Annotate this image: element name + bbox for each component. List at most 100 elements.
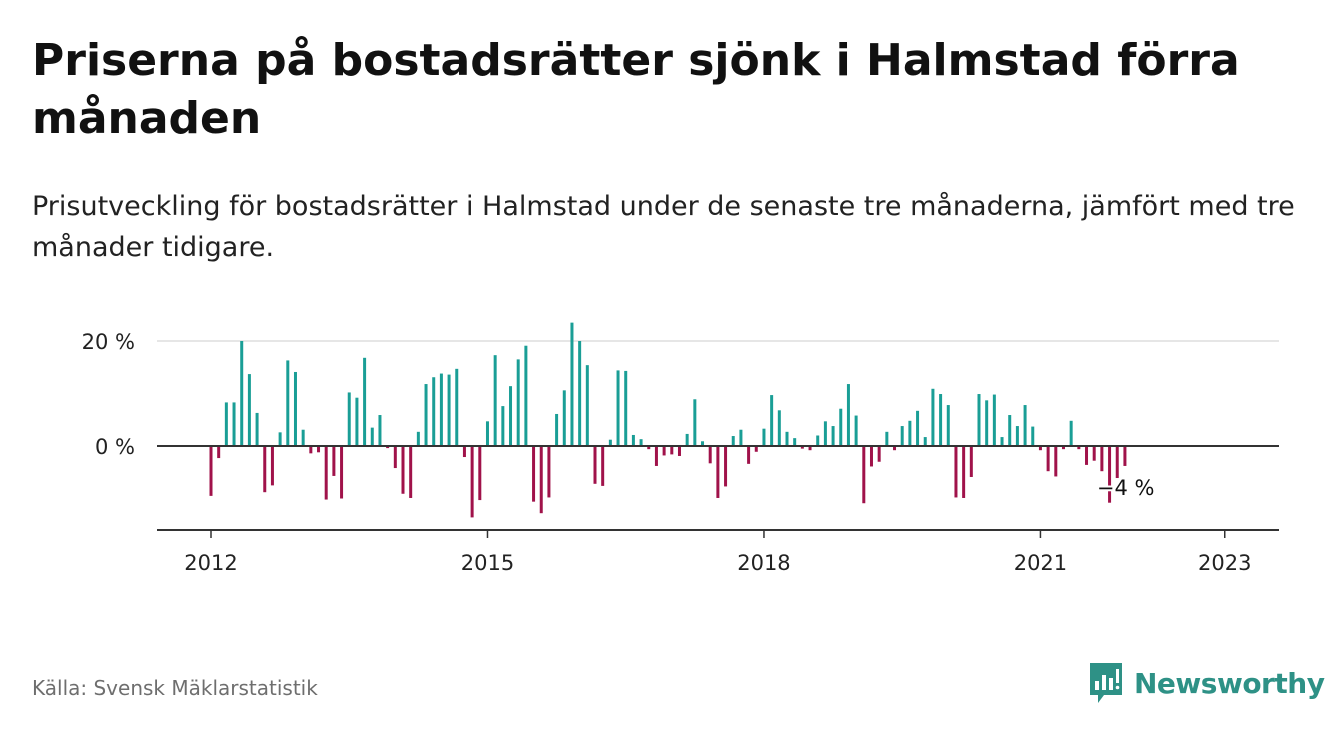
data-bar bbox=[685, 433, 689, 446]
data-bar bbox=[1054, 446, 1058, 477]
data-bar bbox=[432, 377, 436, 446]
data-bar bbox=[516, 359, 520, 447]
data-bar bbox=[386, 446, 390, 449]
data-bar bbox=[332, 446, 336, 476]
label-layer: 0 % 20 % 2012 2015 2018 2021 2023 −4 % bbox=[82, 330, 1252, 575]
axis-layer bbox=[157, 445, 1279, 538]
data-bar bbox=[885, 431, 889, 446]
data-bar bbox=[439, 373, 443, 446]
data-bar bbox=[293, 371, 297, 446]
data-bar bbox=[762, 428, 766, 446]
data-bar bbox=[340, 446, 344, 499]
data-bar bbox=[724, 446, 728, 487]
data-bar bbox=[908, 420, 912, 446]
data-bar bbox=[1061, 446, 1065, 450]
data-bar bbox=[731, 436, 735, 446]
newsworthy-logo-icon bbox=[1090, 663, 1122, 703]
data-bar bbox=[969, 446, 973, 477]
data-bar bbox=[662, 446, 666, 456]
data-bar bbox=[846, 384, 850, 446]
data-bar bbox=[939, 394, 943, 447]
data-bar bbox=[1100, 446, 1104, 472]
data-bar bbox=[378, 415, 382, 447]
data-bar bbox=[977, 394, 981, 447]
data-bar bbox=[739, 429, 743, 446]
data-bar bbox=[217, 446, 221, 459]
data-bar bbox=[562, 390, 566, 446]
data-bar bbox=[869, 446, 873, 467]
data-bar bbox=[286, 360, 290, 446]
data-bar bbox=[954, 446, 958, 498]
x-tick-label: 2021 bbox=[1014, 551, 1067, 575]
data-bar bbox=[923, 437, 927, 446]
data-bar bbox=[470, 446, 474, 518]
data-bar bbox=[255, 412, 259, 446]
data-bar bbox=[240, 341, 244, 446]
x-tick-label: 2012 bbox=[184, 551, 237, 575]
data-bar bbox=[716, 446, 720, 498]
data-bar bbox=[555, 413, 559, 446]
data-bar bbox=[800, 446, 804, 449]
data-bar bbox=[831, 426, 835, 446]
data-bar bbox=[393, 446, 397, 469]
data-bar bbox=[1115, 446, 1119, 479]
data-bar bbox=[524, 345, 528, 446]
data-bar bbox=[754, 446, 758, 452]
brand-logo[interactable]: Newsworthy bbox=[1088, 660, 1325, 706]
data-bar bbox=[1092, 446, 1096, 461]
data-bar bbox=[877, 446, 881, 462]
data-bar bbox=[1023, 405, 1027, 446]
data-bar bbox=[893, 446, 897, 451]
data-bar bbox=[931, 388, 935, 447]
data-bar bbox=[1069, 420, 1073, 446]
data-bar bbox=[608, 439, 612, 446]
data-bar bbox=[624, 370, 628, 446]
data-bar bbox=[816, 435, 820, 446]
data-bar bbox=[278, 432, 282, 446]
data-bar bbox=[631, 434, 635, 446]
data-bar bbox=[224, 402, 228, 446]
x-tick-label: 2015 bbox=[461, 551, 514, 575]
data-bar bbox=[547, 446, 551, 498]
data-bar bbox=[539, 446, 543, 514]
data-bar bbox=[424, 384, 428, 446]
data-bar bbox=[1085, 446, 1089, 465]
data-bar bbox=[823, 421, 827, 447]
data-bar bbox=[232, 402, 236, 446]
data-bar bbox=[570, 322, 574, 447]
data-bar bbox=[455, 368, 459, 446]
data-bar bbox=[347, 392, 351, 446]
data-bar bbox=[854, 415, 858, 446]
data-bar bbox=[639, 439, 643, 447]
source-note: Källa: Svensk Mäklarstatistik bbox=[32, 676, 318, 700]
data-bar bbox=[509, 386, 513, 446]
data-bar bbox=[1077, 446, 1081, 450]
data-bar bbox=[585, 365, 589, 446]
data-bar bbox=[962, 446, 966, 498]
bar-layer bbox=[209, 322, 1127, 518]
data-bar bbox=[409, 446, 413, 498]
data-bar bbox=[985, 400, 989, 446]
data-bar bbox=[501, 406, 505, 446]
data-bar bbox=[601, 446, 605, 486]
data-bar bbox=[654, 446, 658, 466]
bar-chart: 0 % 20 % 2012 2015 2018 2021 2023 −4 % bbox=[82, 322, 1279, 575]
data-bar bbox=[1015, 426, 1019, 446]
brand-name: Newsworthy bbox=[1134, 666, 1325, 700]
data-bar bbox=[793, 438, 797, 447]
data-bar bbox=[578, 341, 582, 446]
data-bar bbox=[670, 446, 674, 455]
data-bar bbox=[992, 394, 996, 446]
x-tick-label: 2018 bbox=[737, 551, 790, 575]
data-bar bbox=[770, 395, 774, 446]
data-bar bbox=[301, 429, 305, 446]
data-bar bbox=[747, 446, 751, 464]
chart-subtitle: Prisutveckling för bostadsrätter i Halms… bbox=[32, 191, 1295, 263]
data-bar bbox=[462, 446, 466, 458]
chart-title: Priserna på bostadsrätter sjönk i Halmst… bbox=[32, 35, 1240, 144]
data-bar bbox=[1008, 415, 1012, 447]
data-bar bbox=[1108, 446, 1112, 503]
last-value-label: −4 % bbox=[1097, 476, 1155, 500]
data-bar bbox=[593, 446, 597, 484]
data-bar bbox=[447, 374, 451, 446]
